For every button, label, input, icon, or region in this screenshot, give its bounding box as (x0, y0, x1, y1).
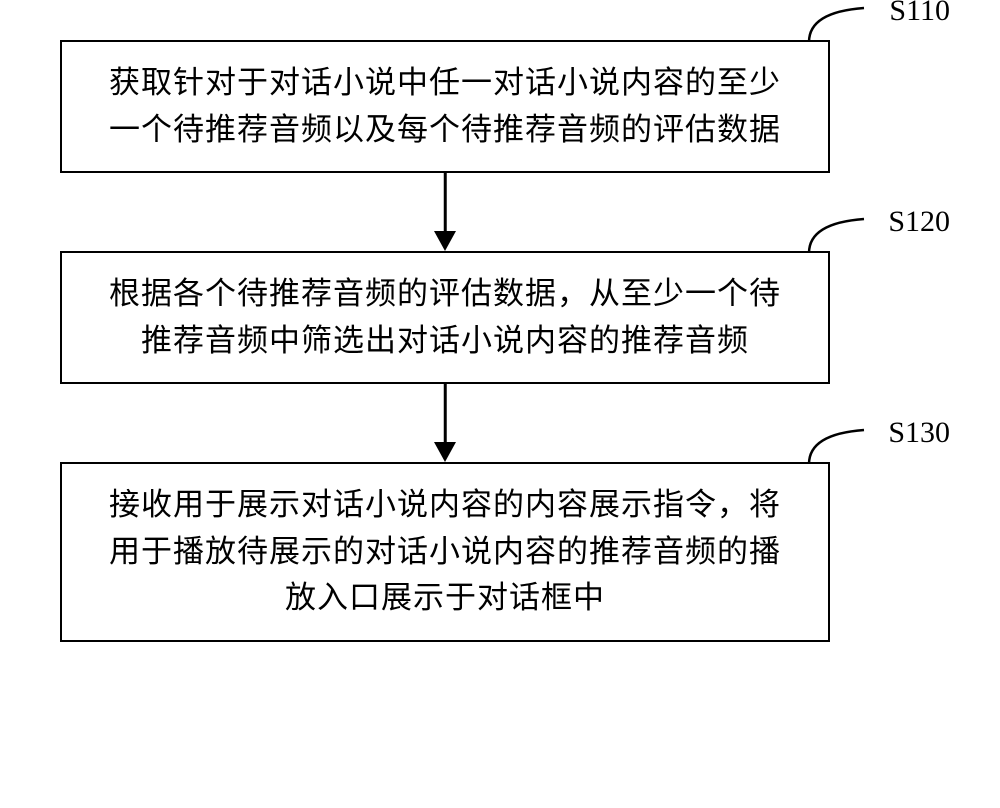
step-s130: S130 接收用于展示对话小说内容的内容展示指令，将 用于播放待展示的对话小说内… (60, 462, 880, 642)
step-box: 接收用于展示对话小说内容的内容展示指令，将 用于播放待展示的对话小说内容的推荐音… (60, 462, 830, 642)
step-label: S120 (888, 205, 950, 239)
step-text-line: 一个待推荐音频以及每个待推荐音频的评估数据 (92, 107, 798, 154)
label-connector (804, 2, 874, 42)
step-text-line: 接收用于展示对话小说内容的内容展示指令，将 (92, 482, 798, 529)
label-connector (804, 424, 874, 464)
arrow-down (60, 384, 830, 462)
step-s120: S120 根据各个待推荐音频的评估数据，从至少一个待 推荐音频中筛选出对话小说内… (60, 251, 880, 384)
step-text-line: 放入口展示于对话框中 (92, 575, 798, 622)
step-label: S110 (889, 0, 950, 28)
step-box: 根据各个待推荐音频的评估数据，从至少一个待 推荐音频中筛选出对话小说内容的推荐音… (60, 251, 830, 384)
step-box: 获取针对于对话小说中任一对话小说内容的至少 一个待推荐音频以及每个待推荐音频的评… (60, 40, 830, 173)
step-text-line: 获取针对于对话小说中任一对话小说内容的至少 (92, 60, 798, 107)
step-label: S130 (888, 416, 950, 450)
label-connector (804, 213, 874, 253)
flowchart-container: S110 获取针对于对话小说中任一对话小说内容的至少 一个待推荐音频以及每个待推… (60, 40, 880, 642)
step-text-line: 根据各个待推荐音频的评估数据，从至少一个待 (92, 271, 798, 318)
step-text-line: 推荐音频中筛选出对话小说内容的推荐音频 (92, 318, 798, 365)
arrow-down (60, 173, 830, 251)
step-text-line: 用于播放待展示的对话小说内容的推荐音频的播 (92, 529, 798, 576)
step-s110: S110 获取针对于对话小说中任一对话小说内容的至少 一个待推荐音频以及每个待推… (60, 40, 880, 173)
